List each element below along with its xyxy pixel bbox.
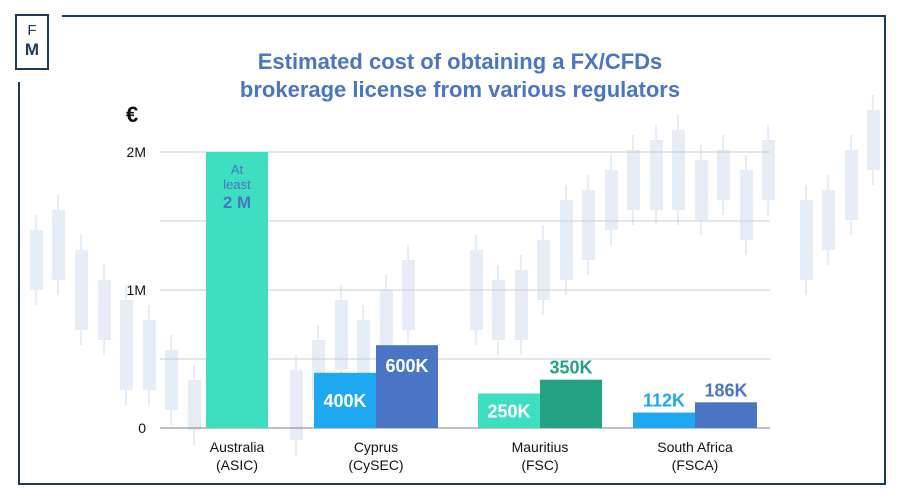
x-category-label: (FSC) bbox=[521, 457, 558, 473]
candlestick-body bbox=[822, 190, 835, 250]
fm-logo: F M bbox=[15, 14, 49, 70]
x-category-label: (FSCA) bbox=[672, 457, 719, 473]
background-candlesticks bbox=[30, 95, 880, 455]
x-category-label: Mauritius bbox=[512, 439, 569, 455]
candlestick-body bbox=[672, 130, 685, 210]
candlestick-body bbox=[695, 160, 708, 220]
candlestick-body bbox=[717, 150, 730, 200]
currency-unit-label: € bbox=[126, 102, 139, 127]
bar bbox=[376, 345, 438, 428]
candlestick-body bbox=[650, 140, 663, 210]
candlestick-body bbox=[402, 260, 415, 330]
candlestick-body bbox=[290, 370, 303, 440]
x-category-label: South Africa bbox=[657, 439, 733, 455]
candlestick-body bbox=[120, 300, 133, 390]
bar-value-label: 250K bbox=[487, 402, 530, 422]
candlestick-body bbox=[762, 140, 775, 200]
bar-value-label: 400K bbox=[323, 391, 366, 411]
candlestick-body bbox=[627, 150, 640, 210]
frame-bottom-border bbox=[18, 483, 886, 485]
x-category-label: (ASIC) bbox=[216, 457, 258, 473]
candlestick-body bbox=[582, 190, 595, 260]
bar bbox=[540, 379, 602, 428]
bar bbox=[633, 412, 695, 428]
bar-value-label: 2 M bbox=[223, 193, 251, 212]
candlestick-body bbox=[165, 350, 178, 410]
candlestick-body bbox=[98, 280, 111, 340]
y-tick-label: 1M bbox=[127, 282, 146, 298]
bar-value-label: 600K bbox=[385, 356, 428, 376]
candlestick-body bbox=[800, 200, 813, 280]
frame-top-border bbox=[62, 15, 885, 17]
candlestick-body bbox=[537, 240, 550, 300]
candlestick-body bbox=[560, 200, 573, 280]
logo-letter-m: M bbox=[24, 40, 40, 59]
x-category-label: Cyprus bbox=[354, 439, 398, 455]
candlestick-body bbox=[30, 230, 43, 290]
chart-title-line-2: brokerage license from various regulator… bbox=[239, 77, 681, 102]
x-category-label: Australia bbox=[210, 439, 265, 455]
logo-letter-f: F bbox=[27, 22, 37, 39]
bar-value-label: 112K bbox=[643, 391, 685, 411]
bars bbox=[206, 152, 757, 428]
bar-value-label: 350K bbox=[549, 358, 592, 378]
bar-value-label: least bbox=[223, 177, 251, 192]
bar-value-label: 186K bbox=[704, 380, 747, 400]
candlestick-body bbox=[605, 170, 618, 230]
x-category-label: (CySEC) bbox=[348, 457, 403, 473]
frame-left-border bbox=[18, 82, 20, 485]
bar bbox=[478, 393, 540, 428]
candlestick-body bbox=[52, 210, 65, 280]
candlestick-body bbox=[143, 320, 156, 390]
candlestick-body bbox=[492, 280, 505, 340]
candlestick-body bbox=[515, 270, 528, 340]
y-tick-label: 0 bbox=[138, 420, 146, 436]
candlestick-body bbox=[845, 150, 858, 220]
bar-value-label: At bbox=[231, 162, 244, 177]
candlestick-body bbox=[75, 250, 88, 330]
chart-title: Estimated cost of obtaining a FX/CFDs br… bbox=[180, 48, 740, 104]
bar bbox=[314, 372, 376, 428]
chart-title-line-1: Estimated cost of obtaining a FX/CFDs bbox=[257, 49, 663, 74]
y-tick-label: 2M bbox=[127, 144, 146, 160]
bar bbox=[695, 402, 757, 428]
candlestick-body bbox=[740, 170, 753, 240]
candlestick-body bbox=[867, 110, 880, 170]
candlestick-body bbox=[188, 380, 201, 430]
candlestick-body bbox=[335, 300, 348, 370]
candlestick-body bbox=[380, 290, 393, 350]
bar bbox=[206, 152, 268, 428]
frame-right-border bbox=[884, 15, 886, 484]
